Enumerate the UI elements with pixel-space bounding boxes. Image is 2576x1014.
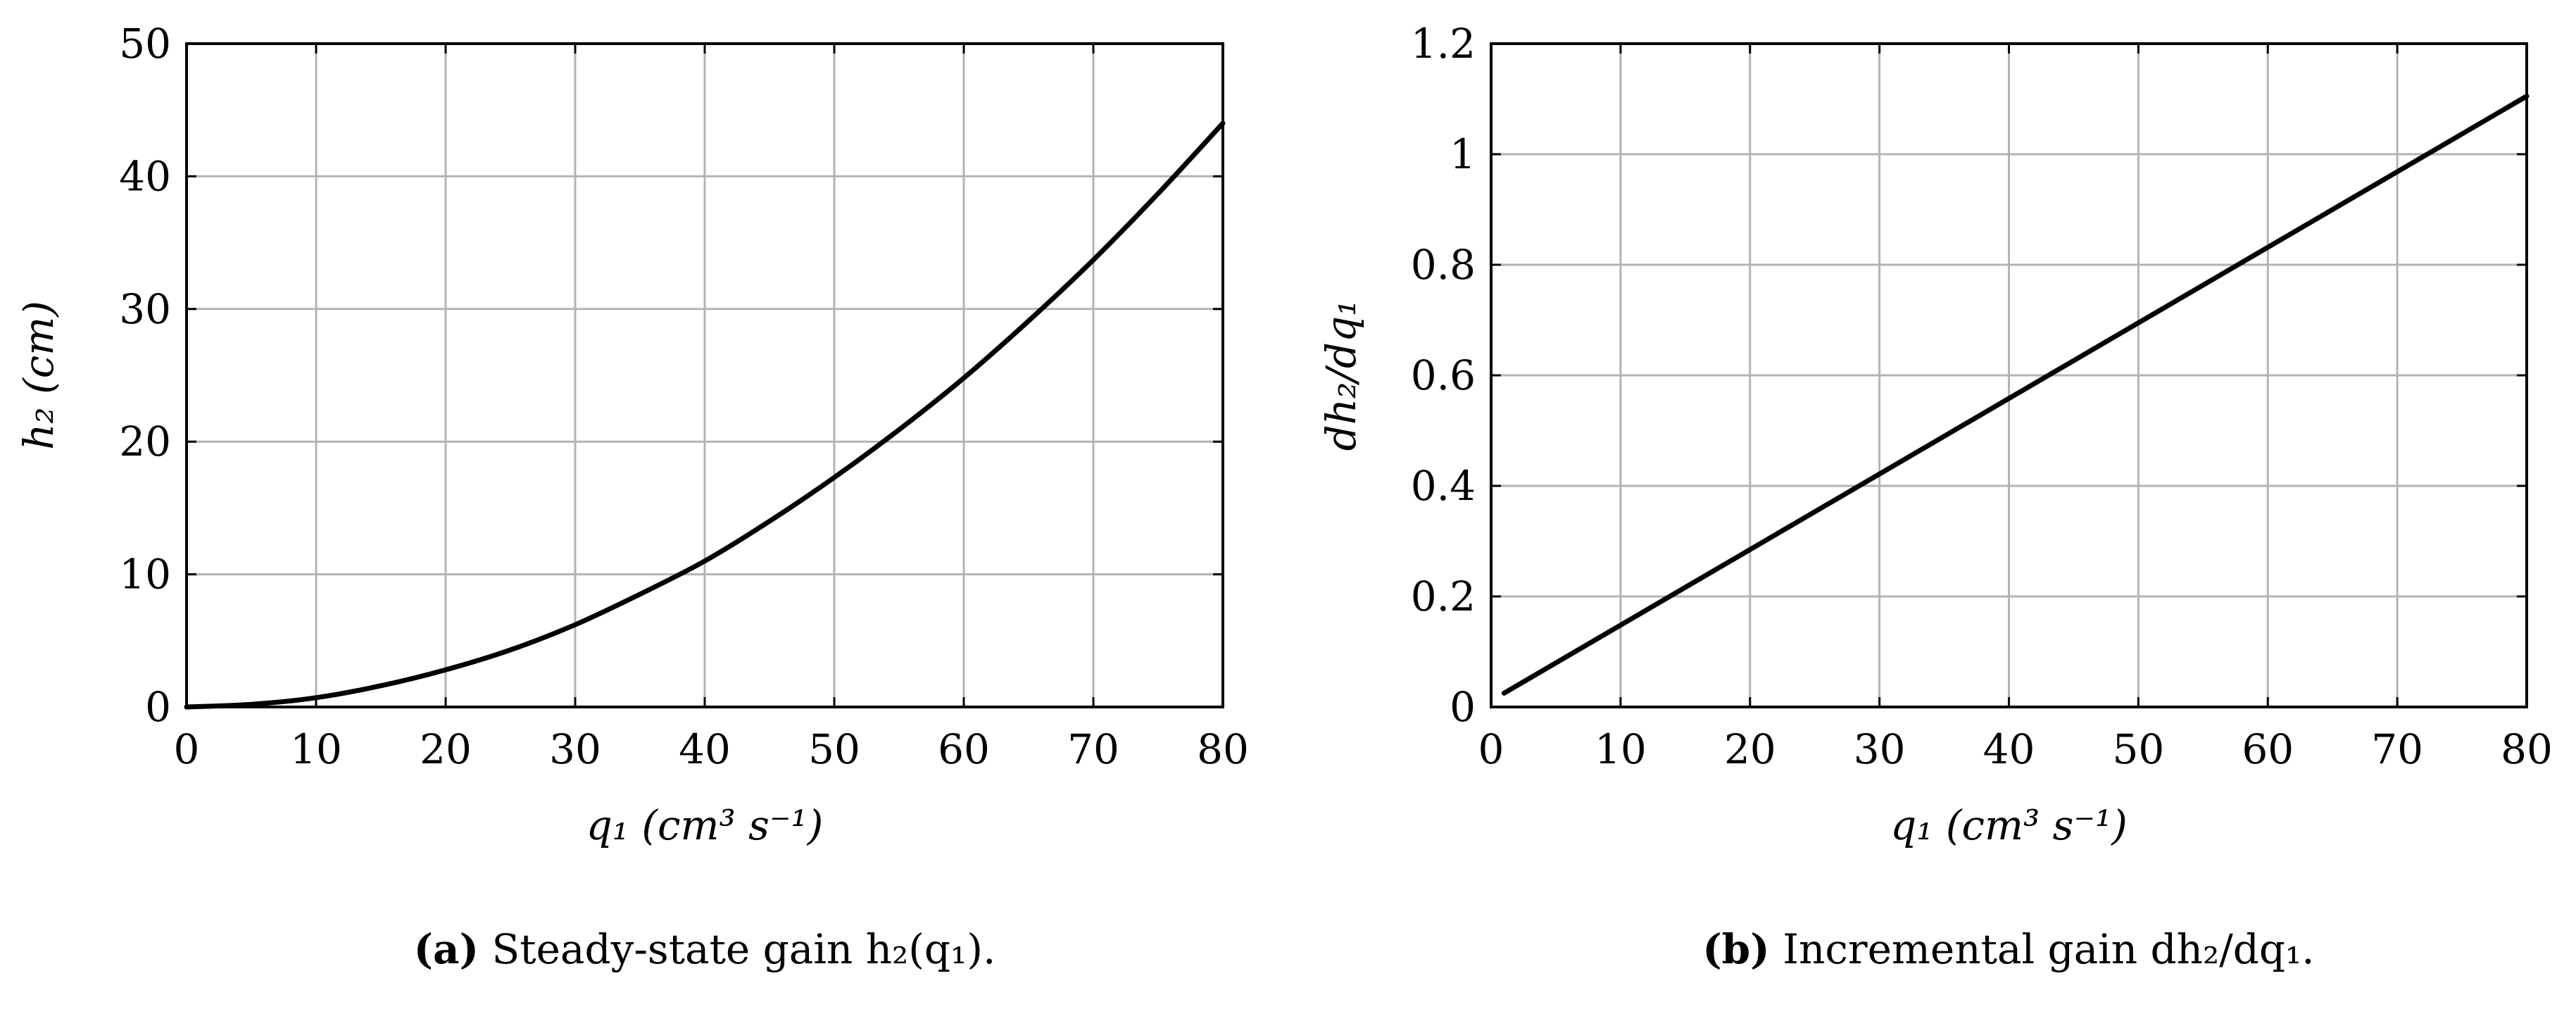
y-tick-label: 50 (119, 20, 171, 68)
plot-frame (185, 42, 1224, 708)
x-tick-label: 10 (1595, 725, 1647, 773)
panel-a: 0 10 20 30 40 50 60 70 80 0 10 20 30 40 50 q₁ (cm³ s⁻¹)… (15, 20, 1249, 973)
y-tick-label: 20 (119, 418, 171, 465)
x-tick-label: 80 (1197, 725, 1249, 773)
x-tick-label: 40 (679, 725, 731, 773)
y-tick-label: 10 (119, 551, 171, 599)
x-axis-label: q₁ (cm³ s⁻¹) (586, 801, 824, 849)
x-tick-label: 60 (938, 725, 990, 773)
x-tick-label: 50 (2112, 725, 2164, 773)
y-tick-label: 0.6 (1411, 351, 1476, 399)
y-tick-label: 1 (1450, 130, 1476, 178)
x-tick-label: 30 (549, 725, 601, 773)
y-tick-label: 40 (119, 152, 171, 200)
x-tick-label: 10 (290, 725, 342, 773)
x-tick-label: 50 (808, 725, 860, 773)
y-axis-label: h₂ (cm) (15, 301, 63, 450)
y-tick-label: 0.2 (1411, 572, 1476, 620)
x-tick-label: 0 (174, 725, 200, 773)
x-tick-label: 20 (420, 725, 472, 773)
caption-label: (a) (414, 925, 479, 973)
series-line-a-0 (184, 120, 1226, 710)
caption-a: (a) Steady-state gain h₂(q₁). (414, 925, 996, 973)
caption-text: Incremental gain dh₂/dq₁. (1770, 925, 2315, 973)
y-axis-label: dh₂/dq₁ (1317, 300, 1365, 451)
x-tick-label: 40 (1983, 725, 2035, 773)
plot-frame (1490, 42, 2528, 708)
caption-label: (b) (1702, 925, 1769, 973)
x-tick-label: 60 (2242, 725, 2294, 773)
x-tick-label: 20 (1724, 725, 1776, 773)
y-tick-label: 0.8 (1411, 241, 1476, 289)
y-tick-label: 1.2 (1411, 20, 1476, 68)
x-tick-label: 70 (2371, 725, 2423, 773)
x-tick-label: 70 (1067, 725, 1119, 773)
panel-b: 0 10 20 30 40 50 60 70 80 0 0.2 0.4 0.6 0.8 1 1.2 q₁ (cm… (1317, 20, 2553, 973)
x-tick-label: 30 (1854, 725, 1906, 773)
caption-text: Steady-state gain h₂(q₁). (479, 925, 995, 973)
series-line-b-0 (1501, 94, 2530, 696)
y-tick-label: 0 (1450, 683, 1476, 731)
x-axis-label: q₁ (cm³ s⁻¹) (1890, 801, 2128, 849)
y-tick-label: 0 (145, 683, 171, 731)
x-tick-label: 0 (1478, 725, 1504, 773)
y-tick-label: 30 (119, 285, 171, 333)
x-tick-label: 80 (2501, 725, 2553, 773)
y-tick-label: 0.4 (1411, 462, 1476, 510)
caption-b: (b) Incremental gain dh₂/dq₁. (1702, 925, 2315, 973)
